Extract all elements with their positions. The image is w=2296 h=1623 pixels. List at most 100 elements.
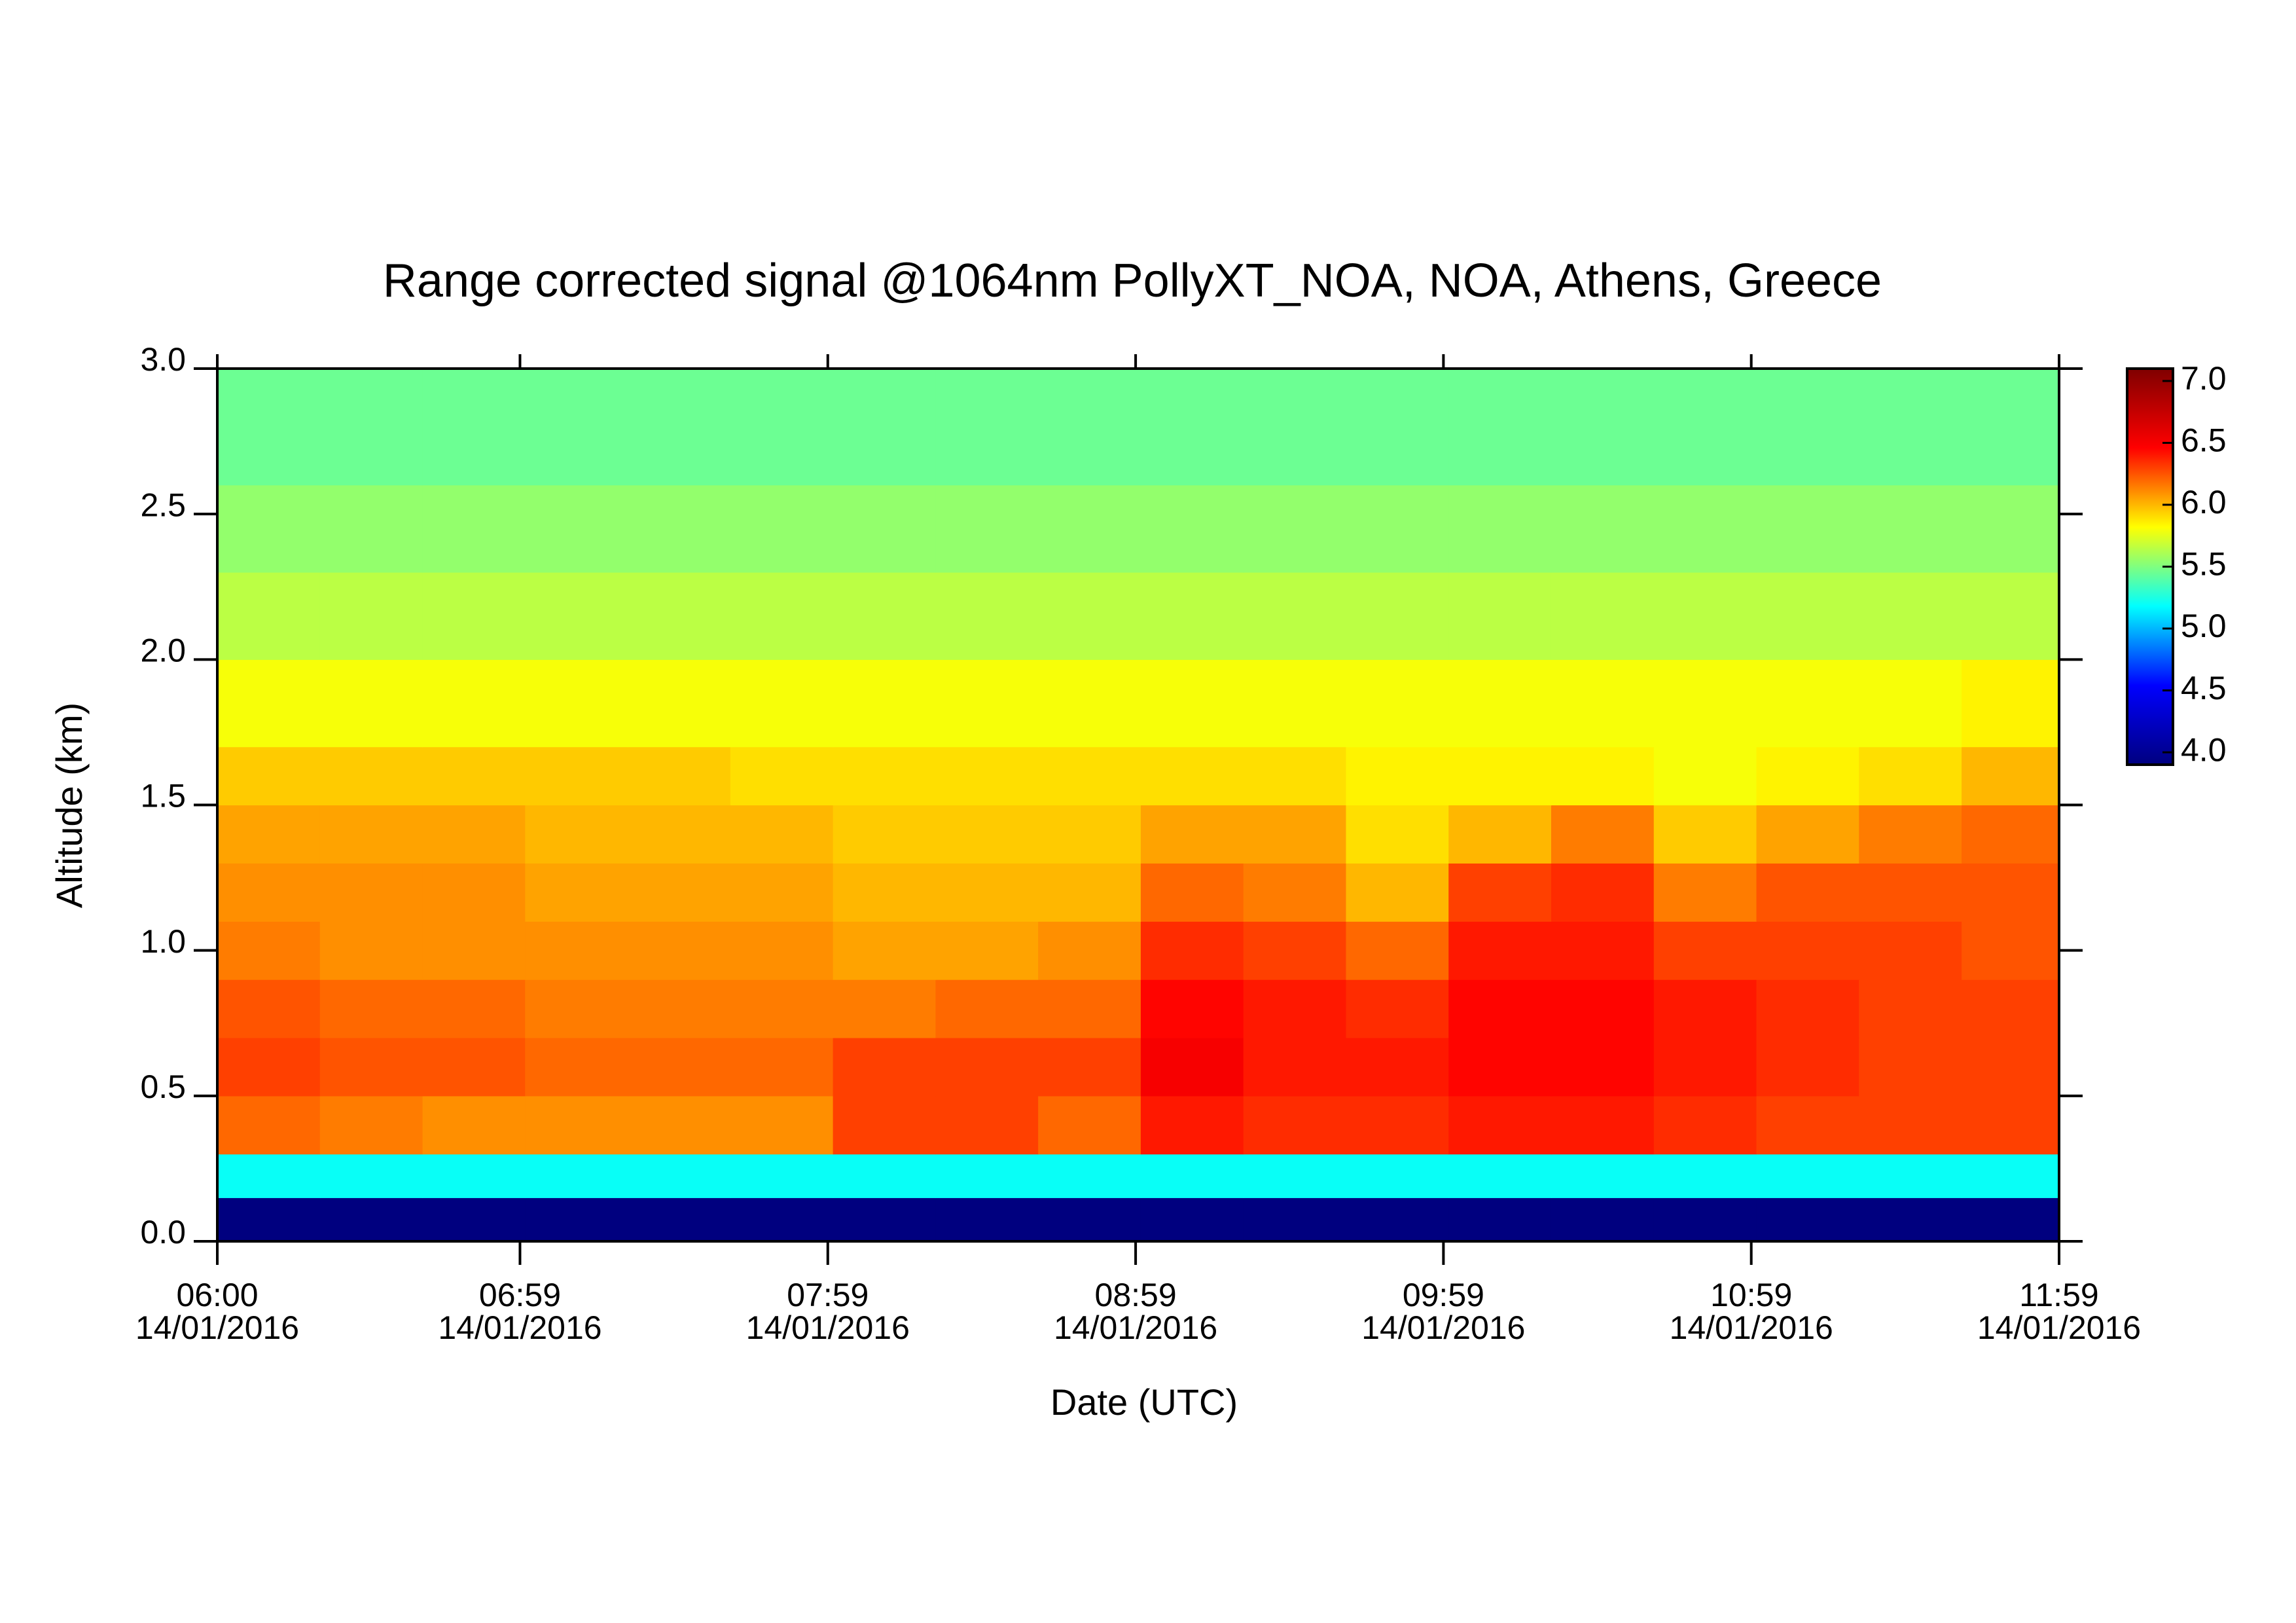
heatmap-cell xyxy=(217,484,321,573)
heatmap-cell xyxy=(1448,979,1552,1038)
heatmap-cell xyxy=(1653,863,1757,922)
heatmap-cell xyxy=(833,1037,936,1097)
heatmap-cell xyxy=(422,1095,526,1155)
heatmap-cell xyxy=(525,921,628,980)
heatmap-cell xyxy=(1653,484,1757,573)
heatmap-cell xyxy=(833,979,936,1038)
heatmap-cell xyxy=(1962,1095,2060,1155)
heatmap-cell xyxy=(422,369,526,486)
heatmap-cell xyxy=(1243,369,1347,486)
heatmap-cell xyxy=(1140,921,1244,980)
heatmap-cell xyxy=(1653,921,1757,980)
y-tick-label: 2.0 xyxy=(140,632,186,669)
heatmap-cell xyxy=(1346,572,1449,660)
heatmap-cell xyxy=(1756,921,1859,980)
heatmap-cell xyxy=(730,484,834,573)
colorbar-tick-label: 4.5 xyxy=(2181,670,2227,706)
x-axis-label: Date (UTC) xyxy=(1050,1381,1238,1423)
heatmap-cell xyxy=(935,484,1039,573)
heatmap-cell xyxy=(1346,659,1449,748)
heatmap-cell xyxy=(1448,746,1552,806)
colorbar-tick-label: 6.0 xyxy=(2181,484,2227,520)
heatmap-cell xyxy=(1140,1095,1244,1155)
heatmap-cell xyxy=(525,484,628,573)
heatmap-cell xyxy=(1756,979,1859,1038)
heatmap-cell xyxy=(1551,1197,1655,1242)
heatmap-cell xyxy=(935,746,1039,806)
heatmap-cell xyxy=(730,1154,834,1198)
heatmap-cell xyxy=(319,921,423,980)
heatmap-cell xyxy=(217,572,321,660)
heatmap-cell xyxy=(935,1037,1039,1097)
heatmap-cell xyxy=(1962,484,2060,573)
heatmap-cell xyxy=(525,746,628,806)
heatmap-cell xyxy=(1653,1037,1757,1097)
heatmap-cell xyxy=(1038,1197,1141,1242)
heatmap-cell xyxy=(1140,1197,1244,1242)
x-tick-date: 14/01/2016 xyxy=(1361,1309,1525,1346)
heatmap-cell xyxy=(422,572,526,660)
heatmap-cell xyxy=(1962,659,2060,748)
heatmap-cell xyxy=(1653,572,1757,660)
heatmap-cell xyxy=(1859,1095,1962,1155)
heatmap-cell xyxy=(525,1095,628,1155)
heatmap-cells xyxy=(217,369,2060,1242)
heatmap-cell xyxy=(319,805,423,864)
heatmap-cell xyxy=(1448,921,1552,980)
x-tick-label: 08:59 xyxy=(1095,1277,1177,1313)
heatmap-cell xyxy=(628,659,731,748)
heatmap-cell xyxy=(1962,863,2060,922)
heatmap-cell xyxy=(1346,805,1449,864)
heatmap-cell xyxy=(628,921,731,980)
heatmap-cell xyxy=(1653,369,1757,486)
heatmap-cell xyxy=(525,1197,628,1242)
heatmap-cell xyxy=(935,1095,1039,1155)
heatmap-cell xyxy=(1448,1095,1552,1155)
heatmap-cell xyxy=(319,979,423,1038)
heatmap-cell xyxy=(730,1095,834,1155)
heatmap-cell xyxy=(628,1037,731,1097)
heatmap-cell xyxy=(217,1154,321,1198)
heatmap-cell xyxy=(1962,572,2060,660)
heatmap-cell xyxy=(1140,805,1244,864)
heatmap-cell xyxy=(935,1154,1039,1198)
heatmap-cell xyxy=(833,659,936,748)
heatmap-cell xyxy=(730,1197,834,1242)
heatmap-cell xyxy=(1551,921,1655,980)
heatmap-cell xyxy=(1859,1197,1962,1242)
x-tick-label: 10:59 xyxy=(1710,1277,1792,1313)
heatmap-cell xyxy=(1140,369,1244,486)
heatmap-cell xyxy=(1346,1095,1449,1155)
heatmap-cell xyxy=(1756,572,1859,660)
heatmap-cell xyxy=(319,1197,423,1242)
y-axis-label: Altitude (km) xyxy=(48,702,90,908)
heatmap-cell xyxy=(1448,369,1552,486)
heatmap-cell xyxy=(525,369,628,486)
heatmap-cell xyxy=(1756,659,1859,748)
heatmap-cell xyxy=(935,863,1039,922)
x-tick-date: 14/01/2016 xyxy=(438,1309,601,1346)
heatmap-cell xyxy=(1038,1095,1141,1155)
colorbar-tick-label: 7.0 xyxy=(2181,360,2227,397)
heatmap-cell xyxy=(1140,484,1244,573)
heatmap-cell xyxy=(422,746,526,806)
chart-title: Range corrected signal @1064nm PollyXT_N… xyxy=(383,255,1882,307)
heatmap-cell xyxy=(1859,369,1962,486)
heatmap-cell xyxy=(217,979,321,1038)
colorbar-tick-label: 5.0 xyxy=(2181,608,2227,644)
heatmap-cell xyxy=(1243,921,1347,980)
x-tick-label: 06:59 xyxy=(479,1277,561,1313)
heatmap-cell xyxy=(1653,979,1757,1038)
heatmap-cell xyxy=(1653,746,1757,806)
heatmap-cell xyxy=(525,979,628,1038)
heatmap-cell xyxy=(935,572,1039,660)
heatmap-cell xyxy=(1551,484,1655,573)
heatmap-cell xyxy=(319,746,423,806)
heatmap-cell xyxy=(1038,1037,1141,1097)
heatmap-cell xyxy=(1859,805,1962,864)
heatmap-cell xyxy=(422,1154,526,1198)
heatmap-cell xyxy=(1859,863,1962,922)
heatmap-cell xyxy=(1448,863,1552,922)
heatmap-cell xyxy=(1140,1037,1244,1097)
heatmap-cell xyxy=(319,369,423,486)
